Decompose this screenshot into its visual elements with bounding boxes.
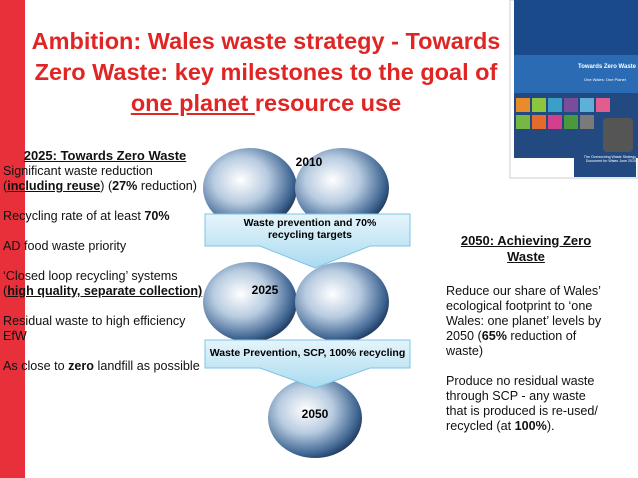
paragraph: AD food waste priority (3, 239, 207, 254)
cover-image: Towards Zero Waste One Wales: One Planet… (509, 0, 638, 179)
text-run: Residual waste to high efficiency EfW (3, 314, 186, 343)
left-column: 2025: Towards Zero Waste Significant was… (3, 148, 207, 389)
title-tail: resource use (254, 90, 402, 116)
text-run: reduction) (137, 179, 197, 193)
paragraph: ‘Closed loop recycling’ systems (high qu… (3, 269, 207, 299)
globe (203, 148, 297, 228)
globe (295, 262, 389, 342)
globes (203, 148, 389, 458)
title-underlined: one planet (130, 90, 255, 116)
cover-footer: The Overarching Waste Strategy Document … (574, 155, 636, 177)
globe (268, 378, 362, 458)
text-run: zero (68, 359, 95, 373)
cover-title: Towards Zero Waste (578, 64, 637, 70)
right-heading: 2050: Achieving Zero Waste (460, 233, 592, 264)
title-text: Ambition: Wales waste strategy - Towards… (31, 28, 501, 85)
left-heading: 2025: Towards Zero Waste (23, 148, 187, 163)
text-run: Produce no residual waste through SCP - … (446, 374, 598, 433)
text-run: including reuse (7, 179, 101, 193)
text-run: reduction of waste) (446, 329, 577, 358)
left-body: Significant waste reduction (including r… (3, 164, 207, 374)
globe (203, 262, 297, 342)
paragraph: Reduce our share of Wales’ ecological fo… (446, 284, 606, 359)
arrow-banner (204, 339, 411, 389)
milestone-label: 2010 (296, 155, 323, 169)
text-run: 70% (144, 209, 170, 223)
text-run: 100% (514, 419, 547, 433)
right-body: Reduce our share of Wales’ ecological fo… (446, 284, 606, 434)
text-run: ‘Closed loop recycling’ systems ( (3, 269, 178, 298)
text-run: ) ( (100, 179, 113, 193)
text-run: Recycling rate of at least (3, 209, 145, 223)
paragraph: Produce no residual waste through SCP - … (446, 374, 606, 434)
paragraph: As close to zero landfill as possible (3, 359, 207, 374)
text-run: ). (546, 419, 555, 433)
paragraph: Residual waste to high efficiency EfW (3, 314, 207, 344)
slide-title: Ambition: Wales waste strategy - Towards… (26, 26, 506, 119)
text-run: As close to (3, 359, 69, 373)
text-run: Reduce our share of Wales’ ecological fo… (446, 284, 602, 343)
text-run: high quality, separate collection) (7, 284, 203, 298)
text-run: landfill as possible (94, 359, 200, 373)
arrow-banner (204, 213, 411, 269)
text-run: Significant waste reduction ( (3, 164, 153, 193)
red-bar (0, 0, 25, 478)
milestone-label: 2025 (252, 283, 279, 297)
text-run: 65% (481, 329, 507, 343)
right-column: 2050: Achieving Zero Waste Reduce our sh… (446, 233, 606, 449)
globe (295, 148, 389, 228)
arrow-label: Waste prevention and 70% recycling targe… (243, 217, 377, 241)
milestone-label: 2050 (302, 407, 329, 421)
text-run: AD food waste priority (3, 239, 127, 253)
paragraph: Recycling rate of at least 70% (3, 209, 207, 224)
paragraph: Significant waste reduction (including r… (3, 164, 207, 194)
cover-subtitle: One Wales: One Planet (584, 77, 627, 82)
text-run: 27% (112, 179, 138, 193)
arrow-label: Waste Prevention, SCP, 100% recycling (209, 347, 406, 359)
